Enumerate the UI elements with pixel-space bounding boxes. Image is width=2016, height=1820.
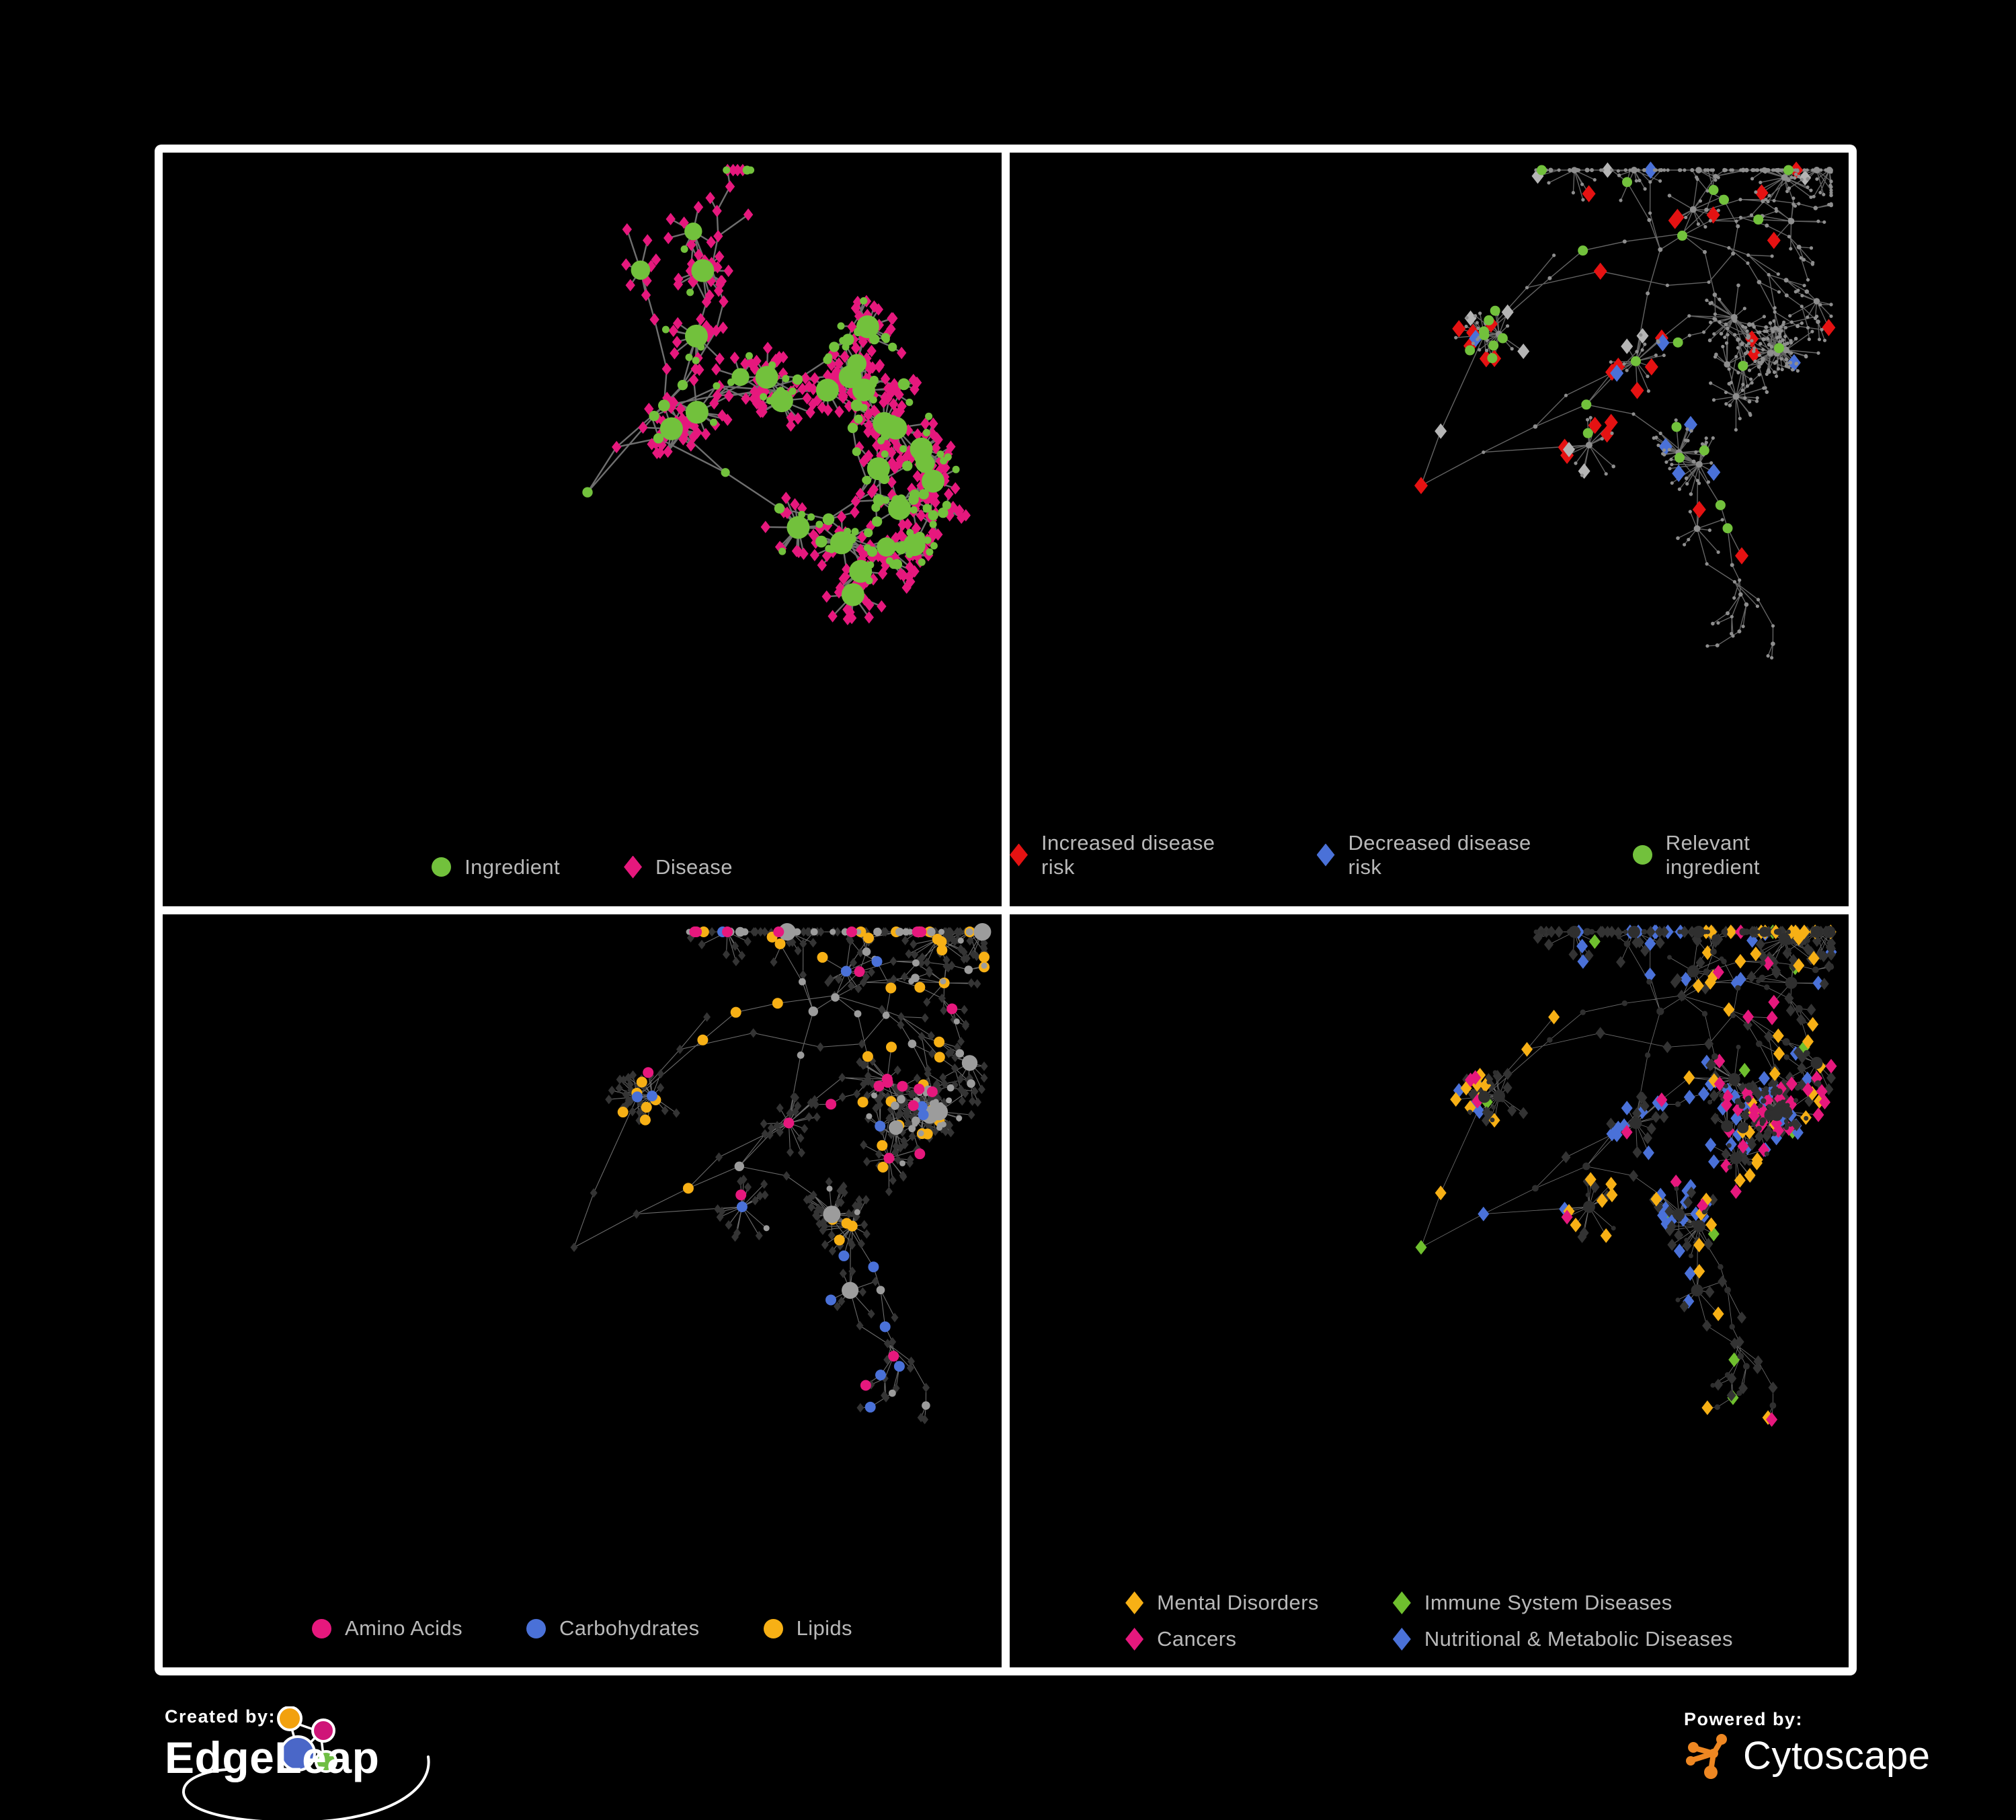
diamond-marker-icon xyxy=(1125,1628,1144,1651)
legend-label: Nutritional & Metabolic Diseases xyxy=(1424,1627,1733,1651)
diamond-marker-icon xyxy=(1392,1591,1411,1614)
legend-item-nutritional-metabolic-diseases: Nutritional & Metabolic Diseases xyxy=(1392,1627,1733,1651)
network-canvas-disease-risk xyxy=(1414,161,1836,660)
legend-item-carbohydrates: Carbohydrates xyxy=(526,1616,700,1640)
legend-label: Disease xyxy=(655,855,733,879)
diamond-marker-icon xyxy=(1316,843,1335,867)
legend-item-ingredient: Ingredient xyxy=(432,855,560,879)
legend-item-lipids: Lipids xyxy=(763,1616,852,1640)
legend-item-disease: Disease xyxy=(624,855,733,879)
legend-item-immune-system-diseases: Immune System Diseases xyxy=(1392,1591,1733,1615)
panel-ingredient-disease: Ingredient Disease xyxy=(163,153,1002,906)
network-canvas-disease-categories xyxy=(1415,924,1837,1427)
powered-by-label: Powered by: xyxy=(1684,1709,1804,1729)
legend-label: Ingredient xyxy=(465,855,561,879)
legend-item-amino-acids: Amino Acids xyxy=(312,1616,462,1640)
network-canvas-ingredient-disease xyxy=(582,163,971,626)
network-nodes xyxy=(1414,161,1836,660)
panel-disease-risk: Increased disease risk Decreased disease … xyxy=(1010,153,1849,906)
circle-marker-icon xyxy=(763,1618,783,1638)
legend-label: Immune System Diseases xyxy=(1424,1591,1672,1614)
cytoscape-logo-icon xyxy=(1686,1734,1727,1779)
circle-marker-icon xyxy=(1632,845,1652,865)
legend-disease-categories: Mental Disorders Immune System Diseases Ca… xyxy=(1010,1591,1849,1651)
diamond-marker-icon xyxy=(1010,843,1028,867)
network-nodes xyxy=(582,163,971,626)
legend-item-relevant-ingredient: Relevant ingredient xyxy=(1632,830,1849,879)
diamond-marker-icon xyxy=(1125,1591,1144,1614)
network-nodes xyxy=(570,922,992,1424)
legend-ingredient-classes: Amino Acids Carbohydrates Lipids xyxy=(163,1616,1002,1640)
diamond-marker-icon xyxy=(624,855,643,879)
cytoscape-credit: Powered by: Cytoscape xyxy=(1684,1709,1966,1810)
legend-label: Cancers xyxy=(1157,1627,1237,1651)
legend-label: Carbohydrates xyxy=(559,1616,700,1640)
edgeleap-wordmark: EdgeLeap xyxy=(165,1733,380,1782)
cytoscape-wordmark: Cytoscape xyxy=(1743,1733,1931,1778)
legend-label: Relevant ingredient xyxy=(1665,830,1760,879)
circle-marker-icon xyxy=(432,857,452,877)
legend-item-mental-disorders: Mental Disorders xyxy=(1125,1591,1319,1615)
edgeleap-credit: Created by: EdgeLeap xyxy=(165,1706,474,1820)
circle-marker-icon xyxy=(526,1618,547,1638)
circle-marker-icon xyxy=(312,1618,332,1638)
diamond-marker-icon xyxy=(1392,1628,1411,1651)
legend-item-decreased-disease-risk: Decreased disease risk xyxy=(1316,830,1569,879)
legend-label: Decreased disease risk xyxy=(1348,830,1531,879)
legend-label: Lipids xyxy=(796,1616,852,1640)
created-by-label: Created by: xyxy=(165,1706,276,1727)
panel-ingredient-classes: Amino Acids Carbohydrates Lipids xyxy=(163,914,1002,1667)
legend-label: Increased disease risk xyxy=(1041,830,1215,879)
legend-item-increased-disease-risk: Increased disease risk xyxy=(1010,831,1253,879)
legend-label: Amino Acids xyxy=(345,1616,463,1640)
legend-label: Mental Disorders xyxy=(1157,1591,1319,1614)
legend-disease-risk: Increased disease risk Decreased disease … xyxy=(1010,831,1849,879)
panel-disease-categories: Mental Disorders Immune System Diseases Ca… xyxy=(1010,914,1849,1667)
legend-item-cancers: Cancers xyxy=(1125,1627,1319,1651)
legend-ingredient-disease: Ingredient Disease xyxy=(163,855,1002,879)
network-canvas-ingredient-classes xyxy=(570,922,992,1424)
network-nodes xyxy=(1415,924,1837,1427)
panels-frame: Ingredient Disease Increased disease risk… xyxy=(155,145,1857,1675)
